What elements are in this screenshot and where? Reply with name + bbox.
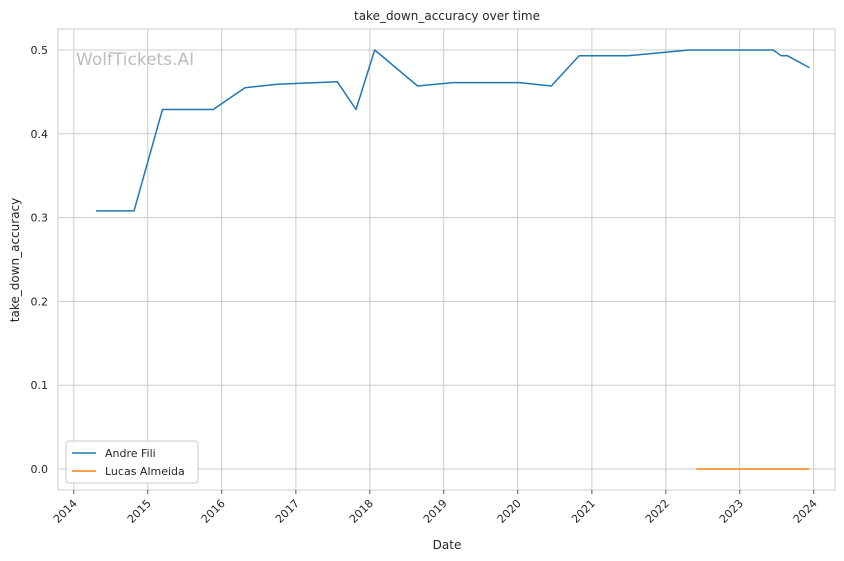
y-tick-label: 0.1 (31, 379, 49, 392)
y-tick-label: 0.0 (31, 463, 49, 476)
y-tick-label: 0.3 (31, 212, 49, 225)
chart-title: take_down_accuracy over time (354, 9, 540, 23)
y-tick-label: 0.5 (31, 44, 49, 57)
x-axis-label: Date (433, 538, 462, 552)
series-line-0 (95, 49, 810, 212)
legend: Andre Fili Lucas Almeida (65, 440, 199, 484)
legend-box (65, 440, 199, 484)
plot-area-frame (57, 28, 836, 491)
legend-label-1: Lucas Almeida (105, 465, 185, 478)
y-tick-label: 0.4 (31, 128, 49, 141)
y-axis-ticks: 0.0 0.1 0.2 0.3 0.4 0.5 (31, 44, 49, 476)
watermark: WolfTickets.AI (76, 50, 194, 70)
series-layer (95, 49, 810, 470)
y-axis-label: take_down_accuracy (8, 198, 22, 322)
legend-label-0: Andre Fili (105, 447, 156, 460)
grid-lines (58, 29, 835, 490)
y-tick-label: 0.2 (31, 295, 49, 308)
